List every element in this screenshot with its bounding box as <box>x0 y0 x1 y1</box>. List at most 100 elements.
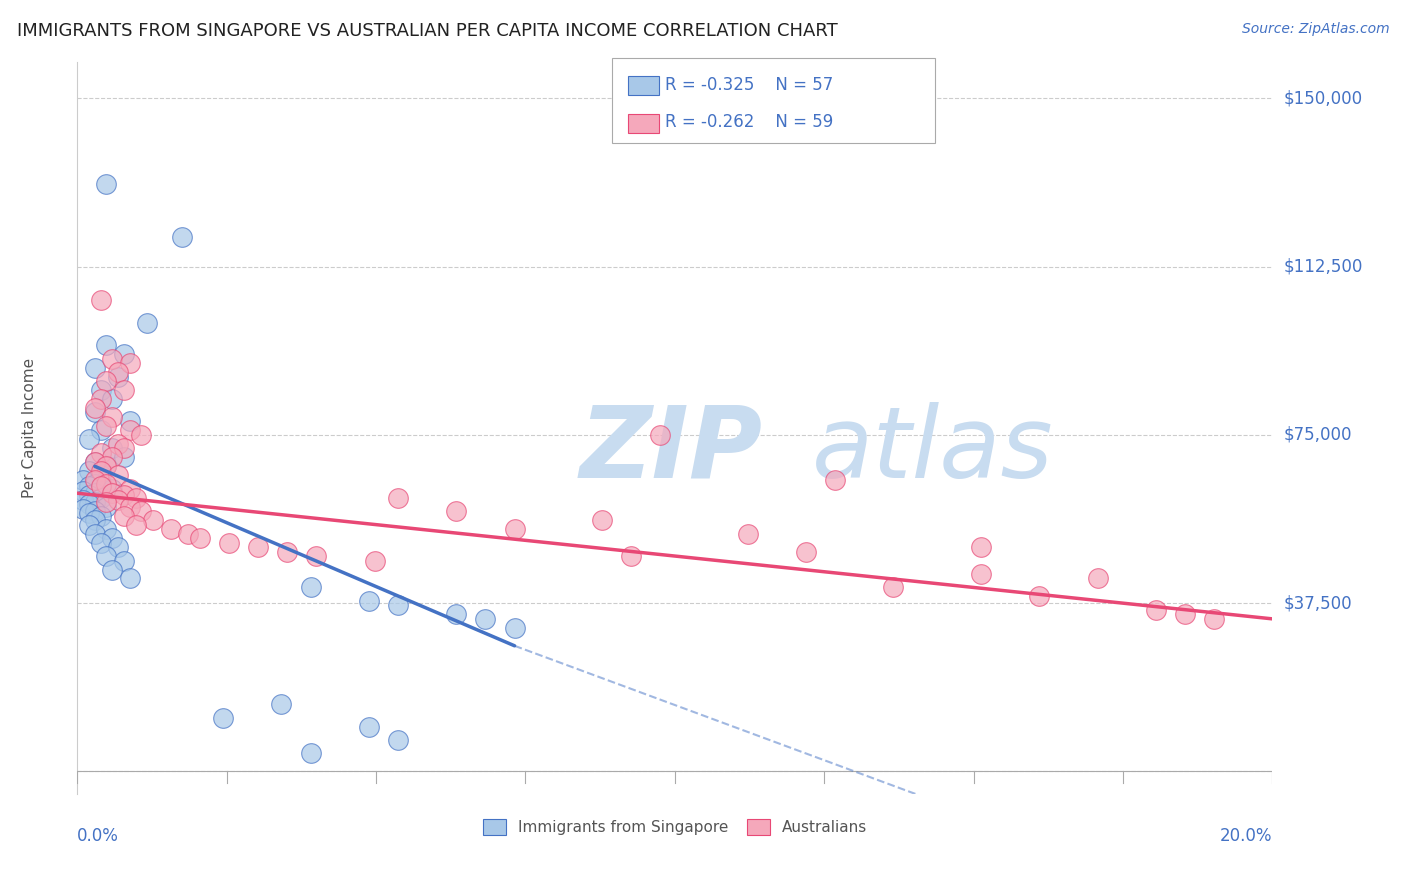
Point <box>90 446 112 460</box>
Point <box>172 230 194 244</box>
Point <box>299 581 322 595</box>
Point <box>118 482 141 496</box>
Point <box>77 507 100 521</box>
Point <box>118 424 141 438</box>
Text: R = -0.325    N = 57: R = -0.325 N = 57 <box>665 76 834 94</box>
Point <box>446 607 468 622</box>
Point <box>96 500 118 514</box>
Point <box>107 437 129 451</box>
Point <box>177 526 200 541</box>
Point <box>96 459 118 474</box>
Point <box>124 491 146 505</box>
Text: $37,500: $37,500 <box>1284 594 1353 612</box>
Point <box>131 504 153 518</box>
Point <box>357 720 380 734</box>
Point <box>1087 572 1109 586</box>
Point <box>118 572 141 586</box>
Point <box>112 450 135 465</box>
Point <box>96 177 118 191</box>
Point <box>77 498 100 512</box>
Point <box>96 495 118 509</box>
Point <box>387 733 409 747</box>
Point <box>218 535 240 549</box>
Point <box>101 562 124 576</box>
Point <box>77 479 100 493</box>
Point <box>83 486 105 500</box>
Point <box>970 540 993 554</box>
Text: $75,000: $75,000 <box>1284 425 1353 444</box>
Point <box>503 522 526 536</box>
Point <box>101 486 124 500</box>
Point <box>90 464 112 478</box>
Point <box>118 414 141 428</box>
Point <box>83 526 105 541</box>
Point <box>83 477 105 491</box>
Text: $150,000: $150,000 <box>1284 89 1364 107</box>
Point <box>112 553 135 567</box>
Text: 0.0%: 0.0% <box>77 827 120 845</box>
Point <box>90 383 112 397</box>
Point <box>1028 590 1050 604</box>
Point <box>72 473 94 487</box>
Point <box>591 513 613 527</box>
Point <box>276 544 298 558</box>
Point <box>118 356 141 370</box>
Point <box>90 508 112 523</box>
Point <box>503 621 526 635</box>
Point <box>83 455 105 469</box>
Point <box>90 392 112 406</box>
Point <box>83 504 105 518</box>
Point <box>90 468 112 483</box>
Point <box>474 612 496 626</box>
Text: R = -0.262    N = 59: R = -0.262 N = 59 <box>665 113 834 131</box>
Text: $112,500: $112,500 <box>1284 258 1364 276</box>
Point <box>824 473 846 487</box>
Point <box>247 540 270 554</box>
Point <box>107 468 129 483</box>
Text: ZIP: ZIP <box>579 401 762 499</box>
Point <box>96 522 118 536</box>
Point <box>188 531 211 545</box>
Point <box>112 488 135 502</box>
Point <box>77 464 100 478</box>
Point <box>72 502 94 516</box>
Point <box>620 549 643 563</box>
Point <box>83 495 105 509</box>
Text: Per Capita Income: Per Capita Income <box>22 358 37 499</box>
Point <box>112 508 135 523</box>
Point <box>1144 603 1167 617</box>
Point <box>299 747 322 761</box>
Point <box>90 424 112 438</box>
Point <box>212 710 235 724</box>
Point <box>83 360 105 375</box>
Point <box>159 522 181 536</box>
Point <box>72 483 94 498</box>
Text: Source: ZipAtlas.com: Source: ZipAtlas.com <box>1241 22 1389 37</box>
Point <box>363 553 385 567</box>
Point <box>357 594 380 608</box>
Point <box>96 459 118 474</box>
Point <box>107 369 129 384</box>
Point <box>101 450 124 465</box>
Point <box>737 526 759 541</box>
Point <box>387 491 409 505</box>
Point <box>882 581 904 595</box>
Point <box>101 442 124 456</box>
Point <box>107 492 129 507</box>
Point <box>131 428 153 442</box>
Point <box>107 540 129 554</box>
Text: atlas: atlas <box>813 401 1054 499</box>
Point <box>118 500 141 514</box>
Point <box>136 316 159 330</box>
Point <box>112 442 135 456</box>
Point <box>112 383 135 397</box>
Point <box>96 418 118 433</box>
Point <box>96 374 118 388</box>
Point <box>305 549 328 563</box>
Point <box>90 293 112 308</box>
Point <box>90 491 112 505</box>
Point <box>101 531 124 545</box>
Point <box>72 492 94 507</box>
Text: IMMIGRANTS FROM SINGAPORE VS AUSTRALIAN PER CAPITA INCOME CORRELATION CHART: IMMIGRANTS FROM SINGAPORE VS AUSTRALIAN … <box>17 22 838 40</box>
Point <box>101 392 124 406</box>
